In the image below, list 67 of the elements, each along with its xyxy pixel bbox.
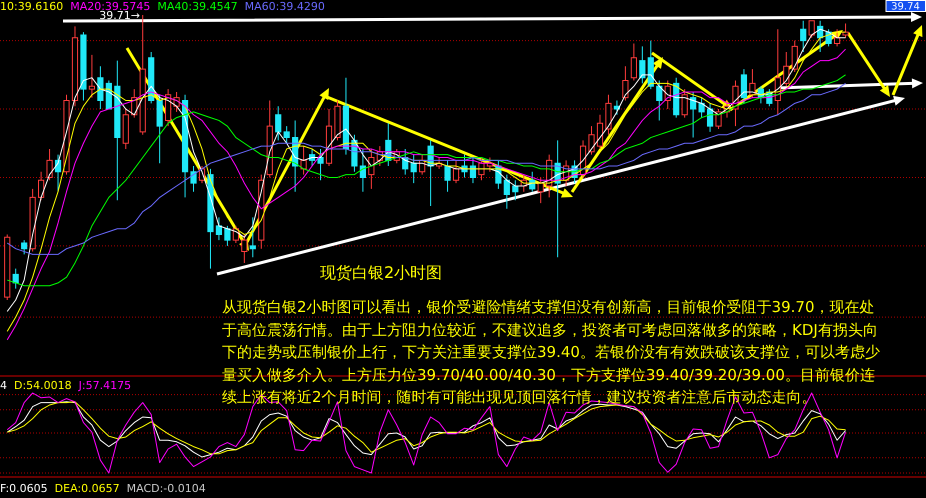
candlestick <box>682 88 688 118</box>
candlestick <box>698 97 705 118</box>
candlestick <box>410 154 417 184</box>
text: MACD:-0.0104 <box>126 482 206 495</box>
candlestick <box>605 94 612 136</box>
text: F:0.0605 <box>0 482 48 495</box>
price-tag: 39.74 <box>886 0 926 12</box>
candlestick <box>148 52 154 104</box>
candlestick <box>792 40 798 72</box>
candlestick <box>648 40 654 90</box>
candlestick <box>368 148 374 190</box>
candlestick <box>596 114 604 150</box>
candlestick <box>808 20 815 38</box>
candlestick <box>622 66 628 101</box>
candlestick <box>452 160 460 184</box>
candlestick <box>12 268 19 290</box>
candlestick <box>740 68 748 104</box>
candlestick <box>165 88 172 127</box>
candlestick <box>749 68 756 98</box>
candlestick <box>140 14 146 136</box>
candlestick <box>114 60 120 201</box>
candlestick <box>224 225 230 246</box>
candlestick <box>512 180 518 201</box>
candlestick <box>190 166 197 192</box>
candlestick <box>639 46 646 84</box>
candlestick <box>538 176 544 204</box>
candlestick <box>250 216 256 258</box>
candlestick <box>317 148 324 181</box>
candlestick <box>690 91 696 138</box>
candlestick <box>800 20 806 53</box>
candlestick <box>97 66 104 110</box>
candlestick <box>54 154 62 192</box>
candlestick <box>80 32 87 101</box>
candlestick <box>156 94 163 164</box>
candlestick <box>842 23 849 38</box>
candlestick <box>706 102 714 132</box>
candlestick <box>360 148 366 192</box>
candlestick <box>21 240 28 255</box>
candlestick <box>444 160 451 192</box>
candlestick <box>630 43 637 82</box>
candlestick <box>88 54 96 98</box>
annotation: 39.71→ <box>99 9 140 22</box>
candlestick <box>216 216 222 241</box>
candlestick <box>46 148 53 181</box>
candlestick <box>300 146 307 176</box>
candlestick <box>588 126 595 156</box>
candlestick <box>614 100 620 116</box>
candlestick <box>275 106 282 141</box>
legend: 4 D:54.0018 J:57.4175 <box>0 379 132 392</box>
candlestick <box>783 52 790 87</box>
candlestick <box>334 100 341 141</box>
candlestick <box>284 126 290 144</box>
candlestick <box>4 234 10 300</box>
candlestick <box>182 94 188 198</box>
candlestick <box>342 77 350 156</box>
text: DEA:0.0657 <box>54 482 120 495</box>
candlestick <box>326 108 332 167</box>
candlestick <box>656 80 662 121</box>
candlestick <box>470 157 476 184</box>
candlestick <box>241 234 248 264</box>
candlestick <box>834 28 840 47</box>
candlestick <box>207 168 214 270</box>
candlestick <box>30 188 36 252</box>
candlestick <box>122 108 129 150</box>
candlestick <box>72 26 78 107</box>
candlestick <box>504 174 510 210</box>
text: 现货白银2小时图 <box>320 263 442 282</box>
